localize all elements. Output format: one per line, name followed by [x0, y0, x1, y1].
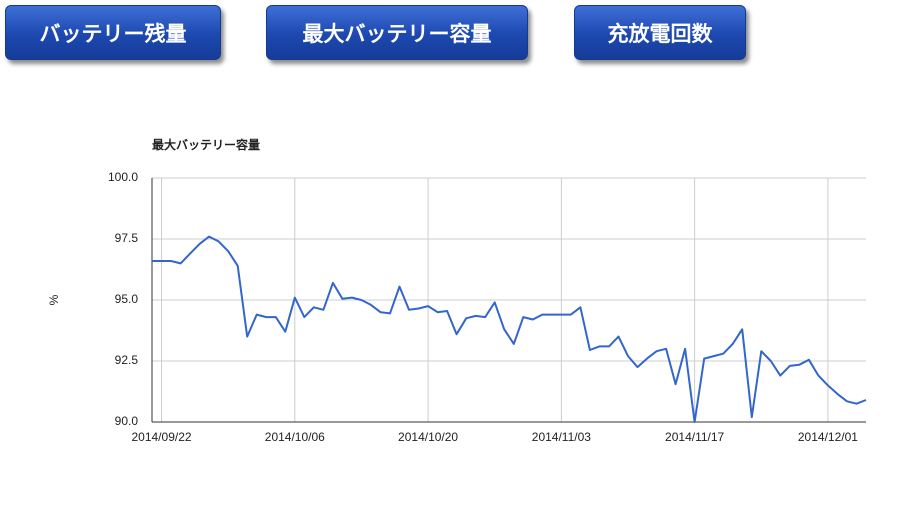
y-tick-label: 100.0	[108, 170, 138, 184]
tab-button[interactable]: 充放電回数	[574, 5, 746, 60]
tab-button[interactable]: バッテリー残量	[5, 5, 221, 60]
y-tick-label: 92.5	[115, 353, 139, 367]
x-tick-label: 2014/11/17	[665, 430, 724, 444]
y-axis-label: %	[47, 294, 61, 305]
x-tick-label: 2014/11/03	[532, 430, 591, 444]
x-tick-label: 2014/10/06	[265, 430, 325, 444]
x-tick-label: 2014/12/01	[798, 430, 858, 444]
x-tick-label: 2014/10/20	[398, 430, 458, 444]
data-line	[152, 235, 867, 423]
y-tick-label: 97.5	[115, 231, 139, 245]
x-tick-label: 2014/09/22	[131, 430, 191, 444]
chart-title: 最大バッテリー容量	[152, 137, 260, 152]
y-tick-label: 95.0	[115, 292, 139, 306]
y-tick-label: 90.0	[115, 414, 139, 428]
tab-button[interactable]: 最大バッテリー容量	[266, 5, 528, 60]
